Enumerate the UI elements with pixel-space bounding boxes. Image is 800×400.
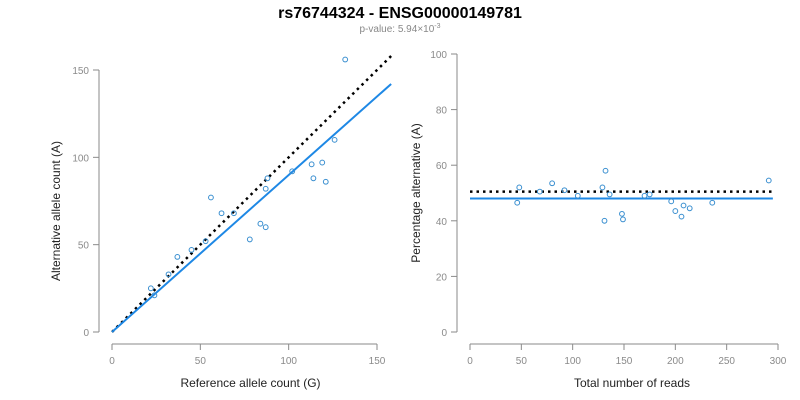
allele-counts-point (246, 236, 253, 243)
percentage-alternative-point (672, 208, 679, 214)
allele-counts-point (342, 56, 349, 63)
allele-counts-point (151, 292, 158, 299)
allele-counts-x-tick-label: 50 (195, 356, 207, 367)
allele-counts-point (174, 253, 181, 260)
percentage-alternative-point (599, 184, 606, 191)
percentage-alternative-point (516, 184, 523, 191)
allele-counts-y-tick-label: 0 (83, 328, 89, 339)
allele-counts-reference-line (111, 55, 393, 333)
percentage-alternative-y-axis: 0 20 40 60 80 100 (430, 50, 458, 339)
percentage-alternative-point (678, 213, 685, 220)
allele-counts-point (147, 285, 154, 292)
allele-counts-point (218, 210, 225, 217)
percentage-alternative-point (668, 198, 675, 205)
allele-counts-point (331, 136, 338, 143)
percentage-alternative-y-tick-label: 80 (436, 106, 448, 117)
allele-counts-point (262, 185, 269, 192)
percentage-alternative-y-tick-label: 60 (436, 161, 448, 172)
percentage-alternative-point (646, 191, 653, 198)
allele-counts-point (165, 271, 172, 278)
percentage-alternative-x-axis-title: Total number of reads (574, 376, 690, 390)
percentage-alternative-x-tick-label: 200 (667, 356, 684, 367)
allele-counts-point (202, 238, 209, 245)
percentage-alternative-point (602, 167, 609, 174)
allele-counts-y-tick-label: 150 (72, 66, 89, 77)
p-value-exponent: -3 (434, 23, 441, 30)
percentage-alternative-point (765, 177, 772, 184)
allele-counts-point (310, 175, 317, 182)
allele-counts-y-tick-label: 50 (78, 241, 90, 252)
allele-counts-point (262, 224, 269, 231)
percentage-alternative-y-tick-label: 20 (436, 272, 448, 283)
percentage-alternative-x-tick-label: 250 (718, 356, 735, 367)
allele-counts-y-axis-title: Alternative allele count (A) (49, 141, 63, 281)
percentage-alternative-point (549, 180, 556, 187)
percentage-alternative-x-tick-label: 300 (770, 356, 787, 367)
allele-counts-point (319, 159, 326, 166)
percentage-alternative-y-tick-label: 0 (441, 328, 447, 339)
allele-counts-x-tick-label: 100 (280, 356, 297, 367)
allele-counts-panel: 0 50 100 150 0 50 100 150 Reference allele count… (49, 55, 393, 390)
allele-counts-fit-line (111, 83, 392, 333)
percentage-alternative-point (601, 217, 608, 224)
percentage-alternative-point (680, 202, 687, 209)
p-value-text: p-value: 5.94 (359, 24, 418, 35)
percentage-alternative-point (561, 187, 568, 194)
allele-counts-point (322, 178, 329, 185)
allele-counts-point (257, 220, 264, 227)
percentage-alternative-y-tick-label: 100 (430, 50, 447, 61)
allele-counts-point (188, 247, 195, 253)
allele-counts-point (264, 175, 271, 182)
percentage-alternative-point (574, 192, 581, 199)
percentage-alternative-panel: 0 50 100 150 200 250 300 0 20 40 60 80 100 Total numb… (409, 50, 787, 390)
percentage-alternative-point (686, 205, 693, 212)
percentage-alternative-point (514, 199, 521, 206)
percentage-alternative-y-tick-label: 40 (436, 217, 448, 228)
allele-counts-points (147, 56, 349, 299)
chart-subtitle: p-value: 5.94×10-3 (0, 23, 800, 35)
percentage-alternative-x-axis: 0 50 100 150 200 250 300 (467, 343, 787, 367)
percentage-alternative-points (514, 167, 772, 224)
percentage-alternative-y-axis-title: Percentage alternative (A) (409, 123, 423, 262)
allele-counts-point (308, 161, 315, 168)
percentage-alternative-point (709, 199, 716, 206)
allele-counts-y-tick-label: 100 (72, 153, 89, 164)
percentage-alternative-point (619, 210, 625, 217)
percentage-alternative-x-tick-label: 0 (467, 356, 473, 367)
allele-counts-point (231, 210, 237, 217)
p-value-times: ×10 (417, 24, 435, 35)
percentage-alternative-point (641, 192, 648, 199)
percentage-alternative-point (606, 191, 613, 198)
allele-counts-x-axis: 0 50 100 150 (109, 343, 386, 367)
percentage-alternative-point (536, 188, 543, 195)
allele-counts-point (208, 194, 214, 201)
percentage-alternative-point (620, 216, 626, 223)
allele-counts-x-tick-label: 150 (369, 356, 386, 367)
percentage-alternative-x-tick-label: 100 (564, 356, 581, 367)
percentage-alternative-x-tick-label: 150 (616, 356, 633, 367)
allele-counts-x-tick-label: 0 (109, 356, 115, 367)
percentage-alternative-x-tick-label: 50 (516, 356, 528, 367)
allele-counts-x-axis-title: Reference allele count (G) (180, 376, 320, 390)
allele-counts-y-axis: 0 50 100 150 (72, 66, 100, 339)
chart-title: rs76744324 - ENSG00000149781 (278, 5, 522, 22)
allele-counts-point (289, 168, 296, 175)
